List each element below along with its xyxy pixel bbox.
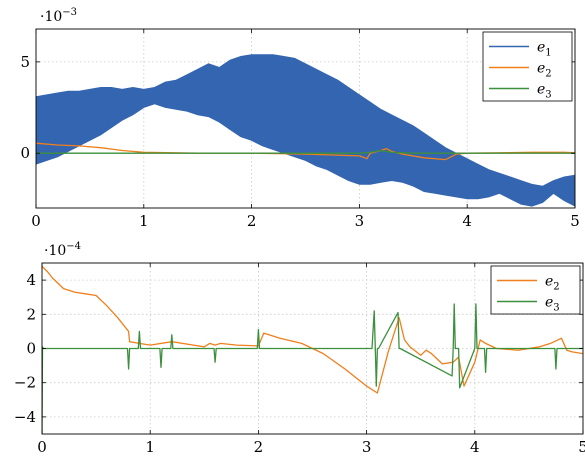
top-x-tick-label-4: 4 [462,212,472,230]
top-legend-label-e1: e1 [537,40,552,59]
top-legend-box [482,31,573,102]
top-x-tick-label-1: 1 [139,212,149,230]
top-scale-factor-label: ·10−3 [40,7,77,25]
top-y-tick-label-5: 5 [20,53,30,71]
top-series-e3-line [36,149,575,154]
bottom-x-tick-label-0: 0 [37,438,47,456]
bottom-series-e3-line [42,303,583,434]
bottom-y-tick-label-0: 0 [26,340,36,358]
bottom-y-tick-label-2: 2 [26,305,36,323]
top-legend-label-e3: e3 [537,82,552,101]
top-x-tick-label-0: 0 [31,212,41,230]
bottom-x-tick-label-5: 5 [578,438,585,456]
top-panel: 0 1 2 3 4 5 0 5 ·10−3 e1 e2 e3 [20,7,579,230]
bottom-x-tick-label-1: 1 [145,438,155,456]
bottom-scale-factor-label: ·10−4 [44,241,81,259]
top-plot-area [36,54,575,207]
bottom-legend-box [490,265,581,315]
top-x-tick-label-2: 2 [247,212,257,230]
top-legend-label-e2: e2 [537,61,552,80]
bottom-y-tick-label--2: −2 [14,374,36,392]
top-x-tick-label-5: 5 [570,212,580,230]
bottom-series-e2-line [42,265,583,394]
bottom-legend-label-e2: e2 [545,274,560,293]
top-series-e1-band [36,54,575,207]
bottom-x-tick-label-2: 2 [254,438,264,456]
bottom-x-tick-label-4: 4 [470,438,480,456]
bottom-plot-area [42,265,583,434]
bottom-x-tick-label-3: 3 [362,438,372,456]
top-x-tick-label-3: 3 [355,212,365,230]
bottom-legend-label-e3: e3 [545,295,560,314]
top-axes-frame [35,28,576,209]
bottom-y-tick-label--4: −4 [14,408,36,426]
bottom-y-tick-label-4: 4 [26,271,36,289]
top-legend: e1 e2 e3 [482,31,573,102]
top-y-tick-label-0: 0 [20,144,30,162]
